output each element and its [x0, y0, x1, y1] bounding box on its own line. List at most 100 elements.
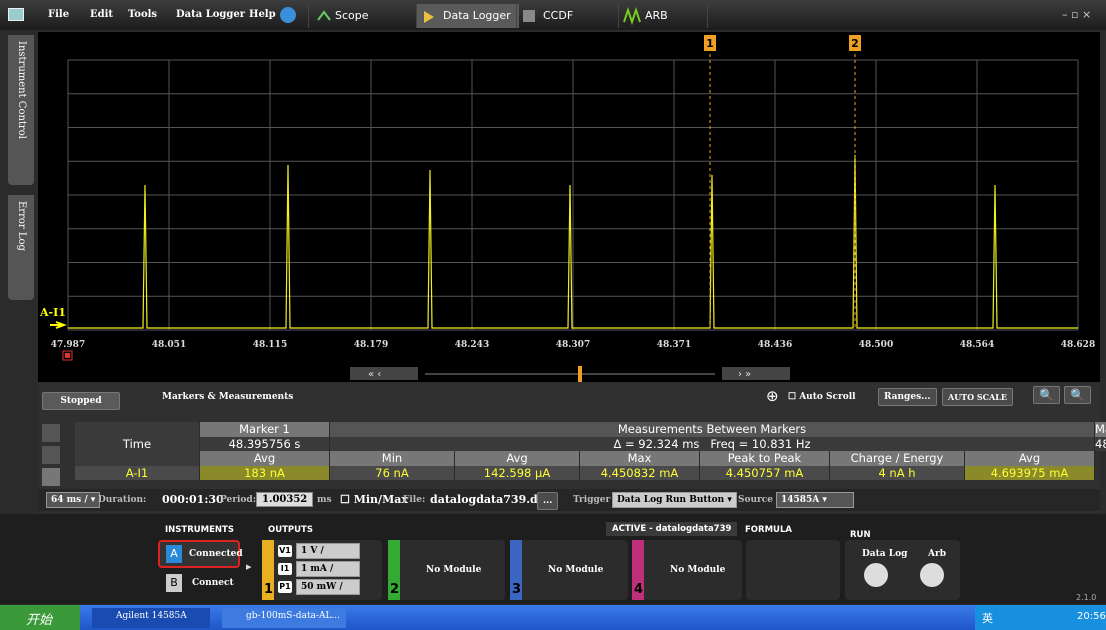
source-select[interactable]: 14585A ▾	[776, 492, 854, 508]
tick-icon	[62, 350, 73, 361]
timebase-select[interactable]: 64 ms / ▾	[46, 492, 101, 508]
row-select[interactable]: 1 V /	[296, 543, 360, 559]
x-tick-label: 48.179	[354, 340, 388, 350]
panel-title: ACTIVE - datalogdata739	[606, 522, 738, 536]
tool-icon[interactable]	[42, 468, 60, 486]
x-tick-label: 48.115	[253, 340, 287, 350]
window-controls[interactable]: – ▫ ×	[1062, 8, 1092, 21]
grid	[67, 59, 1079, 331]
taskbar-item[interactable]: gb-100mS-data-AL...	[222, 608, 346, 628]
tray	[975, 605, 1106, 630]
x-tick-label: 48.500	[859, 340, 893, 350]
menu-item[interactable]: Edit	[90, 9, 114, 20]
table-cell: 4.450757 mA	[700, 465, 830, 480]
tab-arb[interactable]: ARB	[618, 4, 708, 28]
ranges-button[interactable]: Ranges...	[878, 388, 937, 406]
table-cell: Avg	[200, 451, 330, 466]
menu-item[interactable]: Data Logger	[176, 9, 246, 20]
row-tag: V1	[278, 545, 292, 557]
formula-box	[746, 540, 840, 600]
marker-label: 1	[706, 37, 714, 50]
auto-scroll[interactable]: ☐ Auto Scroll	[788, 392, 856, 402]
add-marker[interactable]: ⊕	[766, 387, 779, 405]
panel-title: OUTPUTS	[268, 525, 313, 535]
slot-number: 4	[634, 582, 644, 597]
section-toggle[interactable]: ⌵	[278, 388, 288, 403]
table-cell: A-I1	[75, 465, 200, 480]
table-cell: 183 nA	[200, 465, 330, 480]
side-tab[interactable]: Instrument Control	[8, 35, 34, 185]
run-label: Data Log	[862, 549, 908, 559]
channel-label: A-I1	[39, 306, 66, 319]
scroll-icon: › »	[738, 369, 751, 380]
browse-button[interactable]: ...	[537, 492, 559, 510]
table-cell: 142.598 µA	[455, 465, 580, 480]
expand-arrow[interactable]: ▸	[246, 560, 252, 573]
table-cell	[75, 422, 200, 437]
x-tick-label: 48.371	[657, 340, 691, 350]
tab-ccdf[interactable]: CCDF	[516, 4, 581, 28]
taskbar-item[interactable]: Agilent 14585A	[92, 608, 210, 628]
slot-bar	[510, 540, 522, 600]
table-cell: Δ = 92.324 ms Freq = 10.831 Hz	[330, 436, 1095, 451]
no-module: No Module	[670, 565, 726, 575]
timebase: 64 ms /	[51, 495, 88, 505]
instrument-status[interactable]: Connect	[192, 578, 234, 588]
slot-bar	[262, 540, 274, 600]
duration[interactable]: 000:01:30	[162, 493, 224, 506]
table-cell: Min	[330, 451, 455, 466]
trigger-select[interactable]: Data Log Run Button ▾	[612, 492, 737, 508]
tab-scope[interactable]: Scope	[308, 4, 377, 28]
table-cell: Marker 1	[200, 422, 330, 437]
slot-bar	[388, 540, 400, 600]
status-button[interactable]: Stopped	[42, 392, 120, 410]
plot-background	[38, 32, 1100, 382]
scroll-left[interactable]	[350, 367, 418, 380]
duration-label: Duration:	[98, 495, 147, 505]
auto-scroll-label: Auto Scroll	[799, 392, 856, 402]
marker-flag[interactable]	[849, 35, 861, 51]
source: 14585A	[781, 495, 820, 505]
tab-data-logger[interactable]: Data Logger	[416, 4, 519, 28]
scroll-thumb[interactable]	[578, 366, 582, 382]
menu-item[interactable]: File	[48, 9, 70, 20]
auto-scale-button[interactable]: AUTO SCALE	[942, 388, 1013, 406]
period[interactable]: 1.00352	[256, 492, 314, 507]
run-label: Arb	[928, 549, 947, 559]
table-cell: Peak to Peak	[700, 451, 830, 466]
zoom-out[interactable]: 🔍	[1064, 386, 1091, 404]
tray-lang[interactable]: 英	[982, 612, 993, 625]
trigger: Data Log Run Button	[617, 495, 725, 505]
tool-icon[interactable]	[42, 424, 60, 442]
info-icon[interactable]	[280, 7, 296, 23]
table-cell: 4.450832 mA	[580, 465, 700, 480]
row-select[interactable]: 1 mA /	[296, 561, 360, 577]
menu-item[interactable]: Tools	[128, 9, 158, 20]
side-tab[interactable]: Error Log	[8, 195, 34, 300]
tool-icon[interactable]	[42, 446, 60, 464]
marker-flag[interactable]	[704, 35, 716, 51]
run-button[interactable]	[864, 563, 888, 587]
file-name: datalogdata739.dlg	[430, 493, 550, 506]
scroll-right[interactable]	[722, 367, 790, 380]
scroll-icon: « ‹	[368, 369, 381, 380]
run-button[interactable]	[920, 563, 944, 587]
plot: 1 2 A-I1 « ‹ › » 47.987 48.051 48.115 48.17…	[38, 32, 1100, 382]
slot-number: 3	[512, 582, 522, 597]
panel-title: FORMULA	[745, 525, 792, 535]
x-tick-label: 48.051	[152, 340, 186, 350]
file-label: File:	[403, 495, 426, 505]
menu-item[interactable]: Help	[249, 9, 276, 20]
row-tag: P1	[278, 581, 292, 593]
table-cell: 48.395756 s	[200, 436, 330, 451]
zoom-in[interactable]: 🔍	[1033, 386, 1060, 404]
period-label: Period:	[220, 495, 257, 505]
x-tick-label: 48.243	[455, 340, 489, 350]
slot-bar	[632, 540, 644, 600]
no-module: No Module	[548, 565, 604, 575]
start-button[interactable]: 开始	[0, 605, 80, 630]
minmax[interactable]: ☐ Min/Max	[340, 493, 408, 506]
tick-icon	[65, 353, 70, 358]
row-select[interactable]: 50 mW /	[296, 579, 360, 595]
